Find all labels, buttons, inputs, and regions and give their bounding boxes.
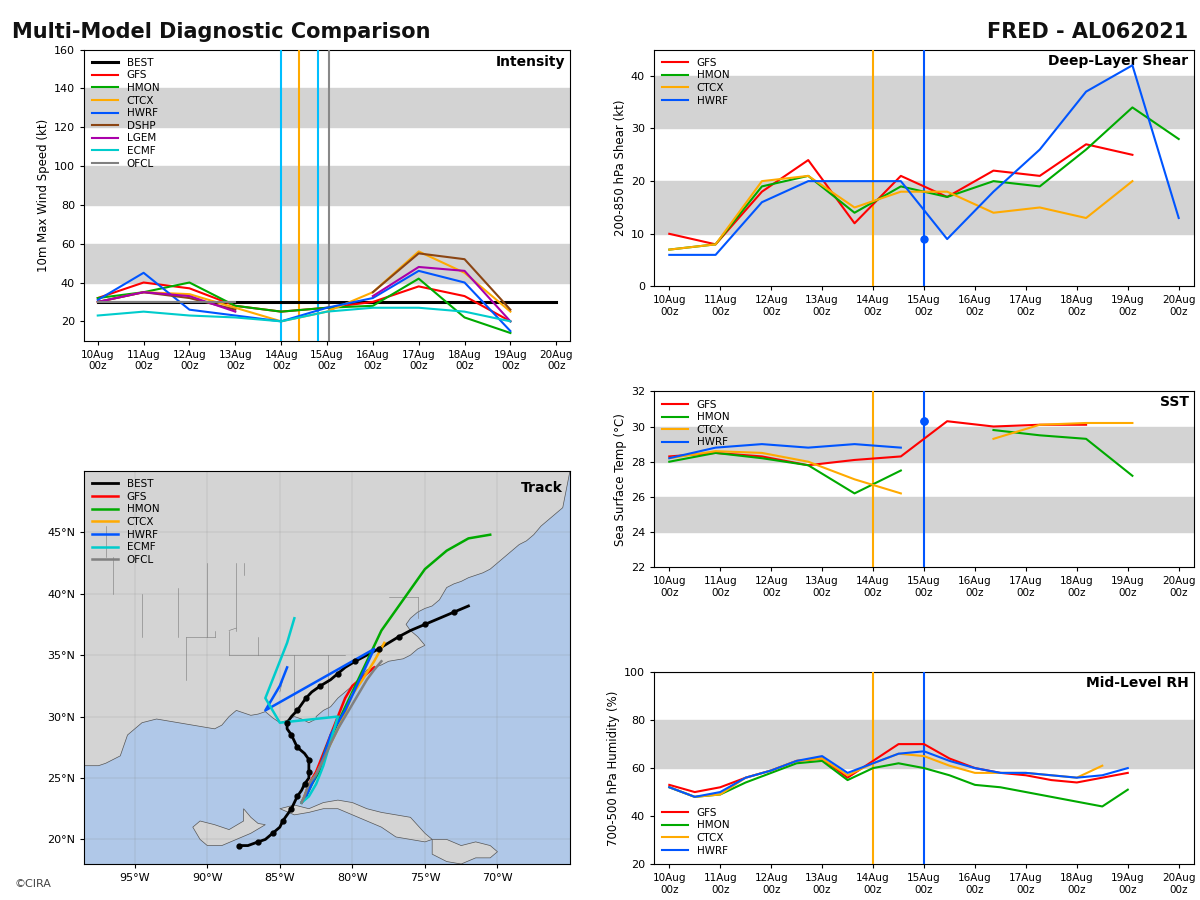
Text: Deep-Layer Shear: Deep-Layer Shear (1049, 54, 1188, 68)
Bar (84, 88, 570, 127)
Bar (654, 720, 1194, 768)
Text: Track: Track (521, 481, 563, 495)
Text: Multi-Model Diagnostic Comparison: Multi-Model Diagnostic Comparison (12, 22, 431, 42)
Text: FRED - AL062021: FRED - AL062021 (986, 22, 1188, 42)
Text: ©CIRA: ©CIRA (14, 879, 52, 889)
Legend: GFS, HMON, CTCX, HWRF: GFS, HMON, CTCX, HWRF (659, 805, 732, 859)
Legend: BEST, GFS, HMON, CTCX, HWRF, ECMF, OFCL: BEST, GFS, HMON, CTCX, HWRF, ECMF, OFCL (89, 476, 162, 568)
Polygon shape (280, 800, 432, 842)
Polygon shape (84, 471, 570, 766)
Bar (654, 181, 1194, 234)
Text: Intensity: Intensity (496, 55, 565, 69)
Y-axis label: Sea Surface Temp (°C): Sea Surface Temp (°C) (613, 413, 626, 545)
Y-axis label: 700-500 hPa Humidity (%): 700-500 hPa Humidity (%) (607, 690, 620, 846)
Bar (654, 625, 1194, 672)
Legend: BEST, GFS, HMON, CTCX, HWRF, DSHP, LGEM, ECMF, OFCL: BEST, GFS, HMON, CTCX, HWRF, DSHP, LGEM,… (89, 55, 162, 172)
Text: SST: SST (1159, 395, 1188, 409)
Bar (84, 166, 570, 205)
Polygon shape (193, 809, 265, 846)
Y-axis label: 200-850 hPa Shear (kt): 200-850 hPa Shear (kt) (613, 100, 626, 236)
Legend: GFS, HMON, CTCX, HWRF: GFS, HMON, CTCX, HWRF (659, 397, 732, 451)
Legend: GFS, HMON, CTCX, HWRF: GFS, HMON, CTCX, HWRF (659, 55, 732, 109)
Bar (84, 244, 570, 283)
Bar (654, 76, 1194, 129)
Y-axis label: 10m Max Wind Speed (kt): 10m Max Wind Speed (kt) (37, 119, 49, 272)
Bar (654, 497, 1194, 532)
Text: Mid-Level RH: Mid-Level RH (1086, 676, 1188, 690)
Bar (654, 427, 1194, 462)
Polygon shape (432, 840, 498, 864)
